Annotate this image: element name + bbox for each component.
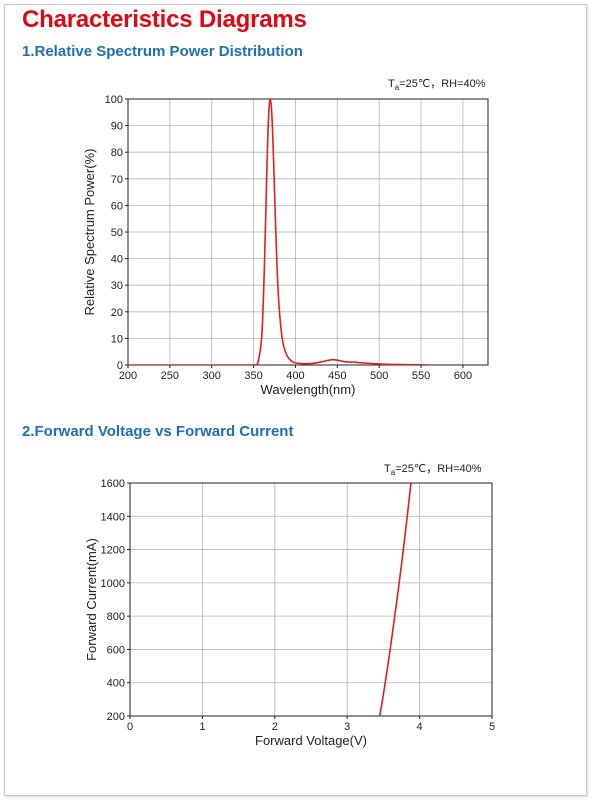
chart-2: 0 1 2 3 4 5 200 400 600 800 1000 1200 1400 1600 Forwar… [84, 478, 495, 748]
chart1-section-title: 1.Relative Spectrum Power Distribution [22, 43, 303, 60]
chart1-condition-sub: a [394, 83, 400, 93]
y-tick-label: 800 [107, 611, 125, 623]
y-tick-label: 90 [111, 121, 123, 133]
x-tick-label: 550 [412, 370, 430, 382]
chart-1: 200 250 300 350 400 450 500 550 600 0 10 20 30 40 50 60… [82, 94, 489, 397]
x-tick-label: 4 [417, 721, 423, 733]
chart2-condition-suffix: =25℃，RH=40% [395, 463, 482, 475]
y-tick-label: 30 [111, 280, 123, 292]
x-tick-label: 0 [127, 721, 133, 733]
chart1-condition-suffix: =25℃，RH=40% [399, 78, 486, 90]
y-tick-label: 100 [105, 94, 123, 106]
chart1-condition: Ta=25℃，RH=40% [388, 75, 486, 92]
y-tick-label: 1600 [101, 478, 125, 490]
y-tick-label: 50 [111, 227, 123, 239]
series-line [128, 99, 430, 365]
chart2-section-title: 2.Forward Voltage vs Forward Current [22, 423, 294, 440]
series-line [378, 483, 412, 716]
x-tick-label: 3 [344, 721, 350, 733]
x-axis-label: Wavelength(nm) [261, 382, 356, 397]
x-tick-label: 500 [370, 370, 388, 382]
y-tick-label: 1400 [101, 511, 125, 523]
x-tick-label: 200 [119, 370, 137, 382]
plot-frame [127, 98, 489, 366]
y-tick-label: 70 [111, 174, 123, 186]
x-tick-label: 1 [199, 721, 205, 733]
y-tick-label: 200 [107, 711, 125, 723]
y-tick-label: 400 [107, 678, 125, 690]
chart2-condition-sub: a [390, 468, 396, 478]
y-tick-label: 40 [111, 254, 123, 266]
page-title: Characteristics Diagrams [22, 6, 307, 33]
y-tick-label: 1000 [101, 578, 125, 590]
y-tick-label: 60 [111, 200, 123, 212]
x-tick-label: 250 [161, 370, 179, 382]
y-tick-label: 1200 [101, 545, 125, 557]
x-tick-label: 600 [454, 370, 472, 382]
y-tick-label: 0 [117, 360, 123, 372]
x-axis-label: Forward Voltage(V) [255, 733, 367, 748]
y-axis-label: Forward Current(mA) [84, 538, 99, 661]
x-tick-label: 300 [203, 370, 221, 382]
y-tick-label: 20 [111, 307, 123, 319]
page-frame [4, 4, 587, 796]
y-axis-label: Relative Spectrum Power(%) [82, 149, 97, 316]
y-tick-label: 80 [111, 147, 123, 159]
chart2-condition-prefix: T [384, 463, 391, 475]
x-tick-label: 450 [328, 370, 346, 382]
plot-frame [129, 482, 493, 717]
x-tick-label: 350 [244, 370, 262, 382]
y-tick-label: 600 [107, 644, 125, 656]
x-tick-label: 400 [286, 370, 304, 382]
x-tick-label: 5 [489, 721, 495, 733]
x-tick-label: 2 [272, 721, 278, 733]
chart1-condition-prefix: T [388, 78, 395, 90]
y-tick-label: 10 [111, 333, 123, 345]
chart2-condition: Ta=25℃，RH=40% [384, 460, 482, 477]
